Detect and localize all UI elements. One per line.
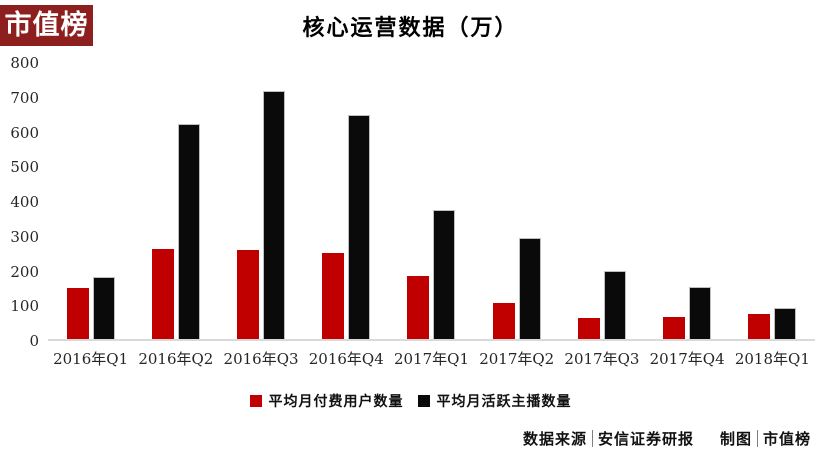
bar-group-2016年Q4 bbox=[304, 63, 389, 339]
bar bbox=[237, 250, 260, 339]
bar-group-2016年Q2 bbox=[133, 63, 218, 339]
bar bbox=[492, 303, 515, 339]
plot-area bbox=[48, 63, 815, 341]
bar bbox=[774, 307, 797, 339]
credit-value: 市值榜 bbox=[762, 430, 811, 448]
y-tick-label: 700 bbox=[10, 88, 39, 107]
chart-title: 核心运营数据（万） bbox=[302, 15, 519, 41]
y-tick-label: 200 bbox=[10, 262, 39, 281]
separator-bar bbox=[591, 430, 593, 447]
bar bbox=[348, 114, 371, 339]
source-label: 数据来源 bbox=[522, 430, 587, 448]
credit-label: 制图 bbox=[719, 430, 752, 448]
bar bbox=[577, 317, 600, 339]
separator-bar bbox=[756, 430, 758, 447]
bar bbox=[322, 252, 345, 339]
bar bbox=[263, 90, 286, 339]
y-tick-label: 0 bbox=[29, 332, 39, 350]
bar-chart: 800 700 600 500 400 300 200 100 0 2016年Q1 2016年Q2… bbox=[4, 54, 815, 369]
bar bbox=[151, 248, 174, 339]
legend-label: 平均月活跃主播数量 bbox=[436, 394, 572, 410]
legend: 平均月付费用户数量 平均月活跃主播数量 bbox=[0, 391, 821, 411]
legend-swatch-icon bbox=[249, 395, 262, 407]
source-credit: 数据来源 安信证券研报 制图 市值榜 bbox=[523, 428, 811, 449]
x-tick-label: 2016年Q3 bbox=[223, 350, 299, 368]
bar bbox=[433, 209, 456, 339]
x-tick-label: 2017年Q2 bbox=[479, 350, 555, 368]
bar bbox=[518, 238, 541, 339]
bar bbox=[748, 314, 771, 339]
x-tick-label: 2017年Q4 bbox=[649, 350, 725, 368]
bar bbox=[407, 275, 430, 339]
y-axis: 800 700 600 500 400 300 200 100 0 bbox=[4, 54, 48, 350]
y-tick-label: 800 bbox=[10, 54, 39, 72]
bar bbox=[663, 316, 686, 339]
bar-group-2017年Q3 bbox=[559, 63, 644, 339]
bar-group-2017年Q2 bbox=[474, 63, 559, 339]
bar-group-2016年Q3 bbox=[218, 63, 303, 339]
bar bbox=[177, 124, 200, 339]
x-tick-label: 2017年Q1 bbox=[393, 350, 469, 368]
bar bbox=[689, 286, 712, 339]
legend-swatch-icon bbox=[417, 395, 430, 407]
x-tick-label: 2018年Q1 bbox=[734, 350, 810, 368]
bar bbox=[66, 287, 89, 339]
y-tick-label: 400 bbox=[10, 193, 39, 211]
x-axis: 2016年Q1 2016年Q2 2016年Q3 2016年Q4 2017年Q1 2017年… bbox=[48, 348, 815, 369]
bar-group-2017年Q4 bbox=[645, 63, 730, 339]
y-tick-label: 100 bbox=[10, 297, 39, 316]
bar bbox=[603, 271, 626, 339]
legend-item: 平均月付费用户数量 bbox=[249, 391, 404, 411]
x-tick-label: 2016年Q1 bbox=[53, 350, 129, 368]
x-tick-label: 2016年Q2 bbox=[138, 350, 214, 368]
bar bbox=[92, 277, 115, 339]
y-tick-label: 500 bbox=[10, 158, 39, 177]
y-tick-label: 600 bbox=[10, 123, 39, 142]
shizhibang-logo: 市值榜 bbox=[0, 5, 93, 46]
bar-group-2018年Q1 bbox=[730, 63, 815, 339]
legend-label: 平均月付费用户数量 bbox=[268, 394, 404, 410]
x-tick-label: 2016年Q4 bbox=[308, 350, 384, 368]
bar-group-2016年Q1 bbox=[48, 63, 133, 339]
y-tick-label: 300 bbox=[10, 227, 39, 246]
x-tick-label: 2017年Q3 bbox=[564, 350, 640, 368]
source-value: 安信证券研报 bbox=[597, 430, 694, 448]
bar-group-2017年Q1 bbox=[389, 63, 474, 339]
legend-item: 平均月活跃主播数量 bbox=[417, 391, 572, 411]
